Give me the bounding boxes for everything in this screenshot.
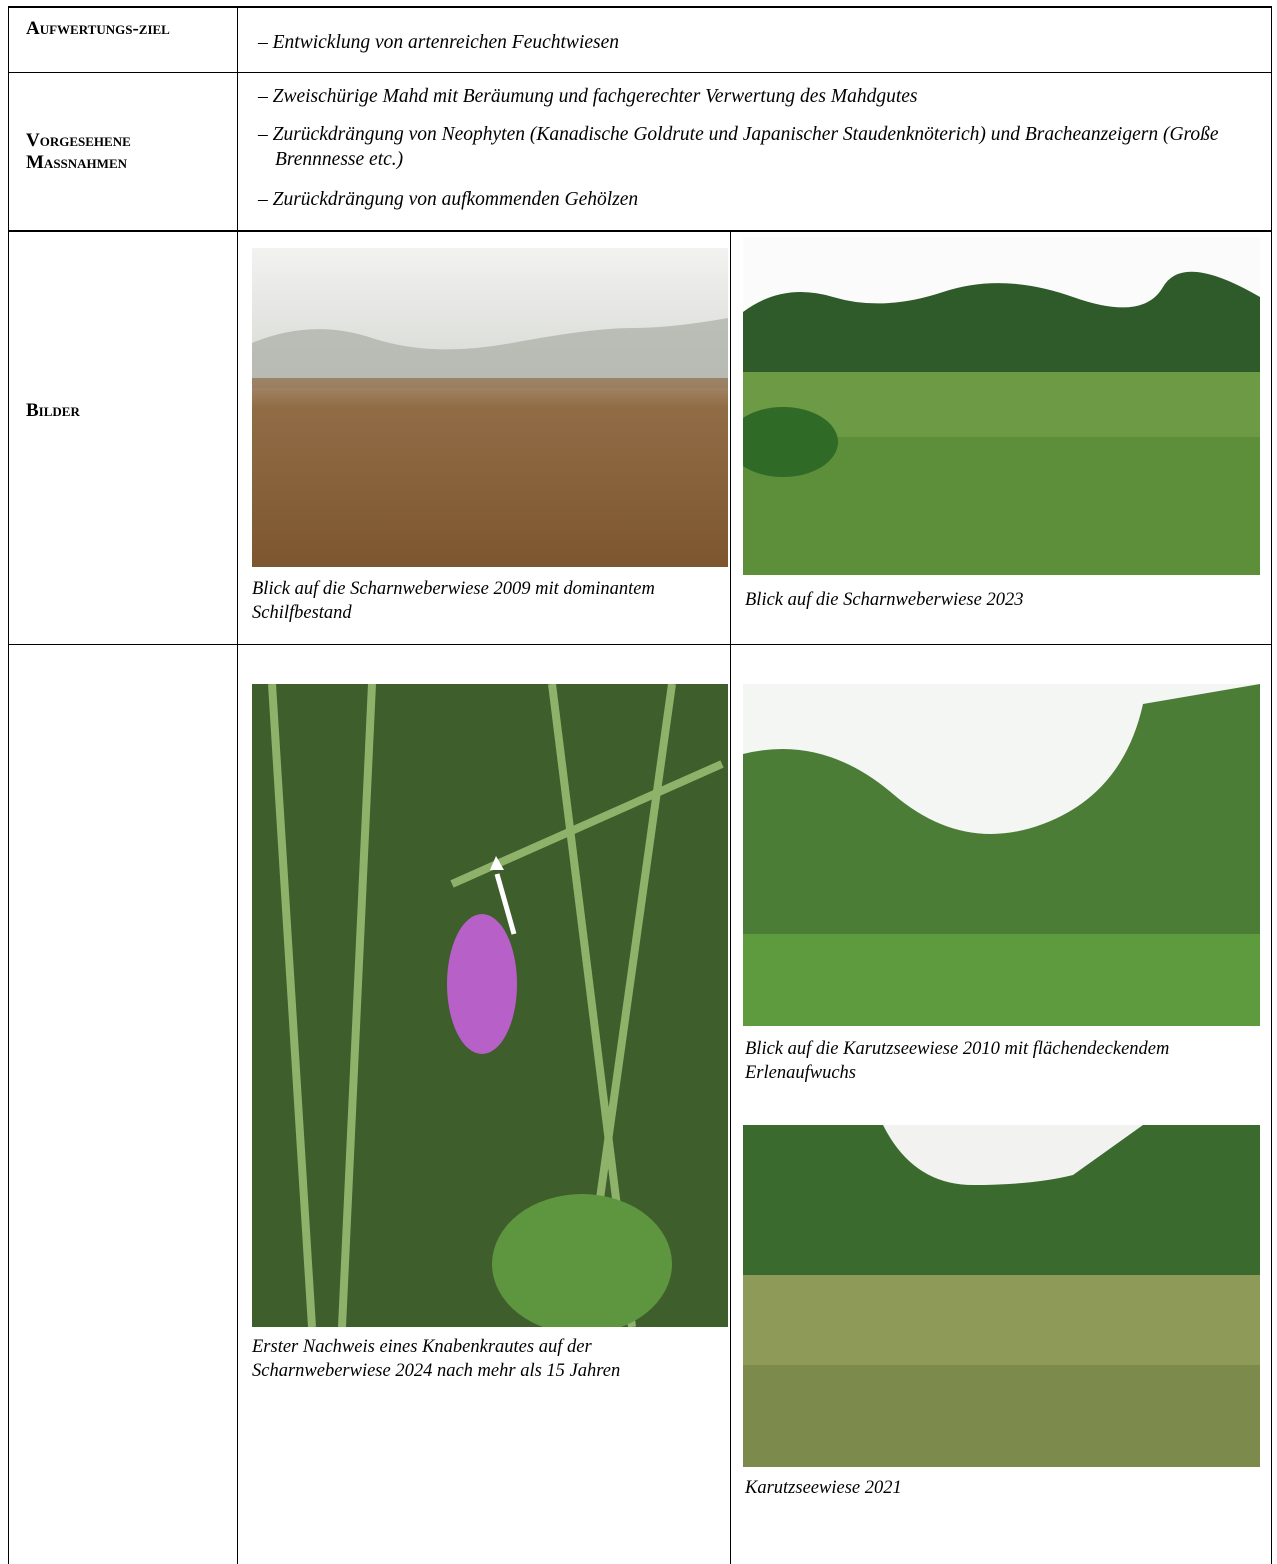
- caption: Karutzseewiese 2021: [745, 1478, 902, 1498]
- photo: [252, 248, 728, 567]
- text-item: – Entwicklung von artenreichen Feuchtwie…: [258, 32, 620, 53]
- row-header: Aufwertungs-ziel: [26, 18, 170, 39]
- photo: [252, 684, 728, 1327]
- table-border: [1271, 6, 1272, 1564]
- row-divider: [8, 230, 1272, 232]
- row-divider: [8, 644, 1272, 645]
- photo: [743, 684, 1260, 1026]
- row-header: Vorgesehene Maßnahmen: [26, 130, 131, 173]
- row-header: Bilder: [26, 400, 80, 421]
- text-item: – Zurückdrängung von Neophyten (Kanadisc…: [258, 124, 1219, 170]
- column-divider: [730, 231, 731, 1564]
- photo: [743, 1125, 1260, 1467]
- caption: Blick auf die Scharnweberwiese 2009 mit …: [252, 579, 655, 623]
- row-divider: [8, 72, 1272, 73]
- table-border: [8, 6, 1272, 8]
- table-border: [8, 6, 9, 1564]
- text-item: – Zweischürige Mahd mit Beräumung und fa…: [258, 86, 918, 107]
- caption: Erster Nachweis eines Knabenkrautes auf …: [252, 1337, 621, 1381]
- column-divider: [237, 6, 238, 1564]
- photo: [743, 237, 1260, 575]
- caption: Blick auf die Karutzseewiese 2010 mit fl…: [745, 1039, 1170, 1083]
- text-item: – Zurückdrängung von aufkommenden Gehölz…: [258, 189, 639, 210]
- caption: Blick auf die Scharnweberwiese 2023: [745, 590, 1024, 610]
